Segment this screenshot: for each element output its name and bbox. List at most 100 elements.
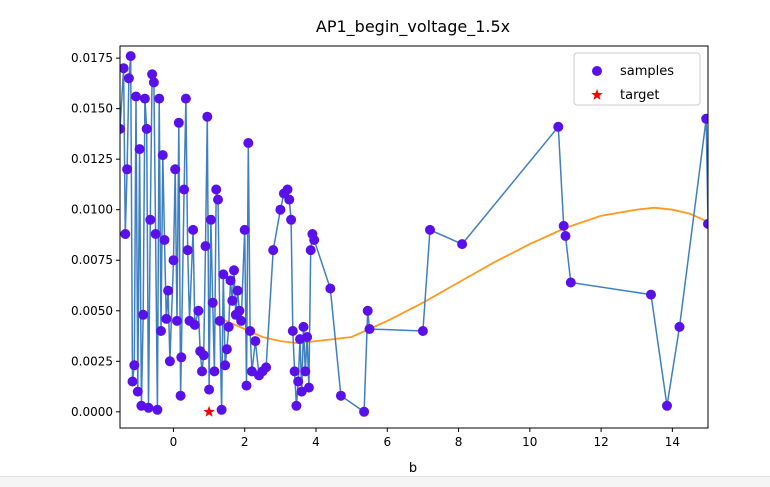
legend-target-marker: [591, 89, 603, 100]
x-tick-label: 8: [455, 435, 463, 449]
target-layer: [203, 405, 215, 417]
sample-point: [275, 204, 286, 215]
sample-point: [261, 362, 272, 373]
sample-point: [701, 113, 708, 124]
sample-point: [359, 406, 370, 417]
sample-point: [218, 269, 229, 280]
sample-point: [213, 194, 223, 205]
sample-point: [161, 313, 172, 324]
sample-point: [245, 326, 256, 336]
sample-point: [232, 285, 243, 296]
target-point: [203, 405, 215, 417]
samples-line: [120, 56, 708, 414]
sample-point: [300, 366, 311, 377]
y-axis: 0.0000 0.0025 0.0050 0.0075 0.0100 0.0125 0.01…: [71, 51, 120, 419]
sample-point: [243, 138, 254, 148]
sample-point: [189, 319, 200, 330]
sample-point: [282, 184, 293, 195]
sample-point: [223, 321, 234, 332]
sample-point: [139, 93, 150, 104]
sample-point: [646, 289, 656, 300]
sample-point: [180, 93, 191, 104]
sample-point: [120, 229, 131, 239]
y-tick-label: 0.0150: [71, 102, 113, 116]
sample-point: [553, 121, 564, 132]
x-tick-label: 14: [665, 435, 680, 449]
legend-box: [573, 52, 701, 106]
sample-point: [216, 404, 227, 415]
bottom-bar: [0, 476, 770, 487]
y-tick-label: 0.0125: [71, 152, 113, 166]
sample-point: [293, 376, 304, 387]
sample-point: [164, 356, 175, 367]
sample-point: [120, 123, 125, 134]
samples-line-layer: [120, 56, 708, 414]
sample-point: [417, 326, 428, 336]
sample-point: [234, 305, 245, 316]
sample-point: [286, 214, 297, 225]
sample-point: [229, 265, 239, 276]
sample-point: [250, 336, 261, 347]
sample-point: [122, 164, 133, 175]
plot-frame: [119, 45, 709, 429]
sample-point: [298, 321, 309, 332]
sample-point: [362, 305, 373, 316]
sample-point: [220, 360, 231, 371]
x-axis-label: b: [409, 461, 417, 476]
sample-point: [150, 229, 161, 239]
sample-point: [303, 382, 314, 393]
sample-point: [457, 239, 468, 250]
sample-point: [170, 164, 181, 175]
sample-point: [287, 326, 298, 336]
fit-curve: [221, 206, 708, 345]
sample-point: [214, 315, 225, 326]
sample-point: [132, 386, 143, 397]
sample-point: [565, 277, 576, 288]
sample-point: [145, 214, 156, 225]
sample-point: [309, 235, 320, 245]
sample-point: [179, 184, 190, 195]
sample-point: [159, 235, 170, 245]
sample-point: [284, 194, 295, 205]
sample-point: [200, 241, 211, 252]
y-tick-label: 0.0075: [71, 253, 113, 267]
sample-point: [141, 123, 152, 134]
chart-title: AP1_begin_voltage_1.5x: [316, 17, 510, 37]
y-tick-label: 0.0000: [71, 405, 113, 419]
sample-point: [209, 366, 220, 377]
sample-point: [268, 245, 279, 256]
chart: AP1_begin_voltage_1.5x 0 2 4 6 8 10 12 14 0.000…: [71, 17, 709, 476]
sample-point: [227, 295, 238, 306]
x-tick-label: 6: [383, 435, 391, 449]
sample-point: [193, 305, 204, 316]
sample-point: [197, 366, 207, 377]
sample-point: [291, 400, 302, 411]
sample-point: [211, 184, 222, 195]
sample-point: [148, 77, 159, 88]
sample-point: [205, 214, 216, 225]
sample-point: [364, 324, 375, 334]
sample-point: [241, 380, 252, 391]
sample-point: [221, 344, 232, 355]
sample-point: [125, 51, 136, 62]
sample-point: [168, 255, 179, 266]
sample-point: [225, 275, 236, 286]
sample-point: [129, 360, 140, 371]
sample-point: [560, 231, 571, 241]
x-tick-label: 12: [593, 435, 608, 449]
sample-point: [335, 390, 346, 401]
legend: samples target: [573, 52, 701, 106]
x-tick-label: 0: [170, 435, 178, 449]
sample-point: [325, 283, 336, 294]
sample-point: [147, 69, 158, 80]
legend-samples-marker: [592, 66, 602, 76]
sample-point: [172, 315, 182, 326]
sample-point: [239, 224, 250, 235]
sample-point: [198, 350, 209, 361]
x-axis: 0 2 4 6 8 10 12 14: [170, 428, 680, 449]
sample-point: [558, 220, 569, 231]
sample-point: [289, 366, 300, 377]
sample-point: [163, 285, 174, 296]
sample-point: [157, 150, 168, 161]
sample-point: [134, 144, 145, 155]
